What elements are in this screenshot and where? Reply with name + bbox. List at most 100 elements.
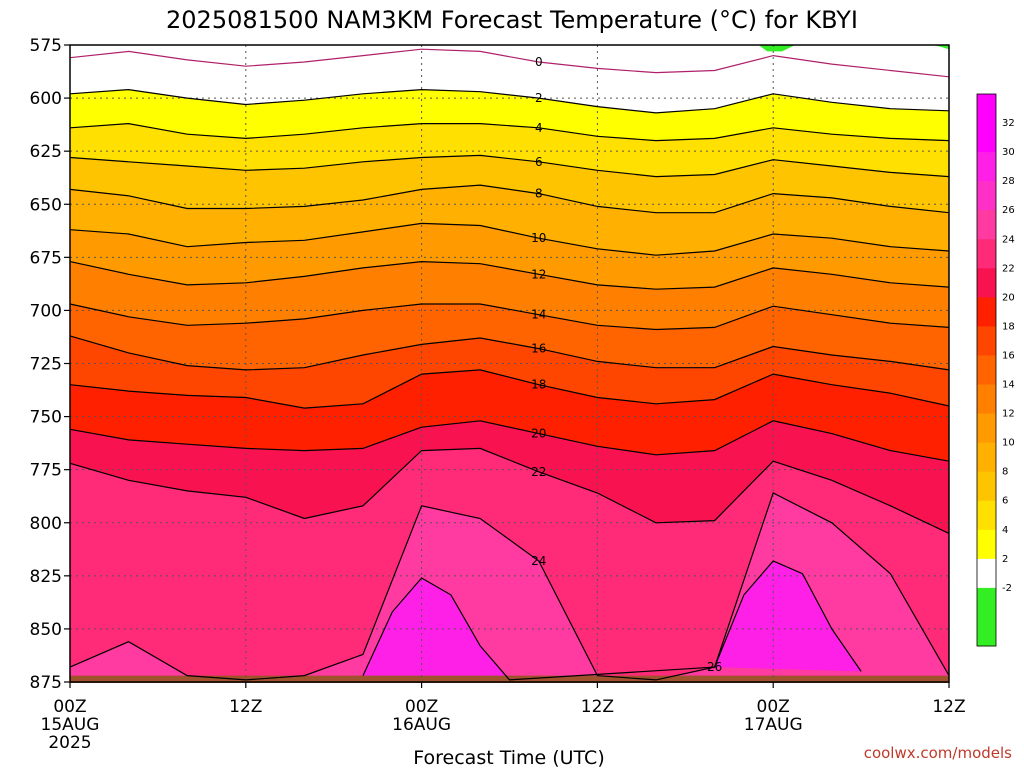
colorbar-bin-0	[977, 558, 996, 589]
band-26-plus-1	[714, 561, 862, 672]
colorbar-label-6: 6	[1002, 496, 1008, 507]
colorbar-bin-4	[977, 500, 996, 531]
colorbar-label-32: 32	[1002, 118, 1015, 129]
chart-title: 2025081500 NAM3KM Forecast Temperature (…	[166, 6, 858, 34]
colorbar-label-30: 30	[1002, 147, 1015, 158]
isotherm-20	[69, 420, 950, 462]
band-18-20	[70, 369, 949, 462]
band-below-0-patch	[758, 45, 796, 52]
colorbar-bin-16	[977, 326, 996, 356]
band-16-18	[70, 335, 949, 409]
isotherm-label-26: 26	[707, 660, 722, 674]
isotherm-8	[69, 184, 950, 214]
x-tick-label-0: 00Z	[53, 697, 86, 717]
x-tick-label-48: 00Z	[757, 697, 790, 717]
y-tick-label-725: 725	[30, 355, 62, 375]
colorbar-bin-22	[977, 239, 996, 269]
colorbar-label-22: 22	[1002, 263, 1015, 274]
band-4-6	[70, 123, 949, 177]
colorbar-label-14: 14	[1002, 380, 1015, 391]
x-tick-label-60: 12Z	[932, 697, 965, 717]
isotherm-label-8: 8	[535, 187, 543, 201]
colorbar-label-8: 8	[1002, 467, 1008, 478]
y-tick-label-825: 825	[30, 567, 62, 587]
x-tick-date-48: 17AUG	[744, 715, 803, 735]
band-0-2	[70, 49, 949, 113]
colorbar-bin-6	[977, 471, 996, 502]
isotherm-label-2: 2	[535, 91, 543, 105]
isotherm-14	[69, 303, 950, 331]
y-tick-label-750: 750	[30, 408, 62, 428]
colorbar-bin-2	[977, 529, 996, 560]
colorbar-bin-12	[977, 384, 996, 415]
colorbar: 32 30 28 26 24 22 20 18 16 14 12 10 8 6 4 2 -2	[976, 93, 1015, 647]
colorbar-bin--4	[977, 616, 996, 647]
isotherm-label-14: 14	[531, 308, 546, 322]
band-8-10	[70, 185, 949, 256]
y-tick-label-675: 675	[30, 248, 62, 268]
isotherm-label-10: 10	[531, 231, 546, 245]
x-tick-label-36: 12Z	[581, 697, 614, 717]
axes: 575 600 625 650 675 700 725 750 775 800 825 850 875 0…	[30, 36, 966, 753]
colorbar-label-12: 12	[1002, 409, 1015, 420]
isotherm-16	[69, 335, 950, 371]
colorbar-label--2: -2	[1002, 583, 1012, 594]
x-tick-label-24: 00Z	[405, 697, 438, 717]
isotherm-22	[69, 447, 950, 534]
y-tick-label-700: 700	[30, 301, 62, 321]
isotherm-label-4: 4	[535, 121, 543, 135]
colorbar-label-18: 18	[1002, 321, 1015, 332]
band-below-0-patch-2	[934, 45, 949, 50]
colorbar-bin-8	[977, 442, 996, 473]
y-tick-label-575: 575	[30, 36, 62, 56]
band-2-4	[70, 89, 949, 141]
isotherm-6	[69, 154, 950, 178]
y-tick-label-875: 875	[30, 673, 62, 693]
colorbar-label-20: 20	[1002, 292, 1015, 303]
colorbar-bin-30	[977, 123, 996, 153]
x-tick-date-0: 15AUG	[41, 715, 100, 735]
isotherm-18	[69, 369, 950, 409]
y-tick-label-800: 800	[30, 514, 62, 534]
x-axis-title: Forecast Time (UTC)	[413, 747, 604, 768]
colorbar-bin--2	[977, 587, 996, 618]
x-tick-year-0: 2025	[48, 733, 91, 753]
x-tick-label-12: 12Z	[229, 697, 262, 717]
colorbar-label-24: 24	[1002, 234, 1015, 245]
isotherm-label-20: 20	[531, 427, 546, 441]
isotherm-0	[69, 48, 950, 78]
colorbar-label-28: 28	[1002, 176, 1015, 187]
credit-link[interactable]: coolwx.com/models	[864, 744, 1012, 762]
colorbar-bin-20	[977, 268, 996, 298]
colorbar-bin-10	[977, 413, 996, 444]
isotherm-label-18: 18	[531, 378, 546, 392]
isotherm-10	[69, 222, 950, 256]
isotherm-label-16: 16	[531, 342, 546, 356]
isotherm-label-12: 12	[531, 267, 546, 281]
y-tick-label-625: 625	[30, 142, 62, 162]
colorbar-bin-14	[977, 355, 996, 386]
isotherm-4	[69, 122, 950, 142]
isotherm-12	[69, 260, 950, 290]
band-10-12	[70, 223, 949, 290]
colorbar-bin-32	[977, 94, 996, 124]
colorbar-bin-18	[977, 297, 996, 327]
y-tick-label-775: 775	[30, 461, 62, 481]
colorbar-label-16: 16	[1002, 350, 1015, 361]
colorbar-frame	[976, 93, 997, 647]
isotherm-label-0: 0	[535, 55, 543, 69]
isotherm-label-22: 22	[531, 465, 546, 479]
colorbar-label-2: 2	[1002, 554, 1008, 565]
y-tick-label-650: 650	[30, 195, 62, 215]
isotherm-26	[362, 560, 862, 681]
colorbar-bin-26	[977, 181, 996, 211]
isotherm-24	[69, 492, 950, 681]
band-6-8	[70, 155, 949, 213]
x-tick-date-24: 16AUG	[392, 715, 451, 735]
isotherm-2	[69, 88, 950, 114]
isotherm-label-6: 6	[535, 155, 543, 169]
colorbar-label-10: 10	[1002, 438, 1015, 449]
y-tick-label-850: 850	[30, 620, 62, 640]
